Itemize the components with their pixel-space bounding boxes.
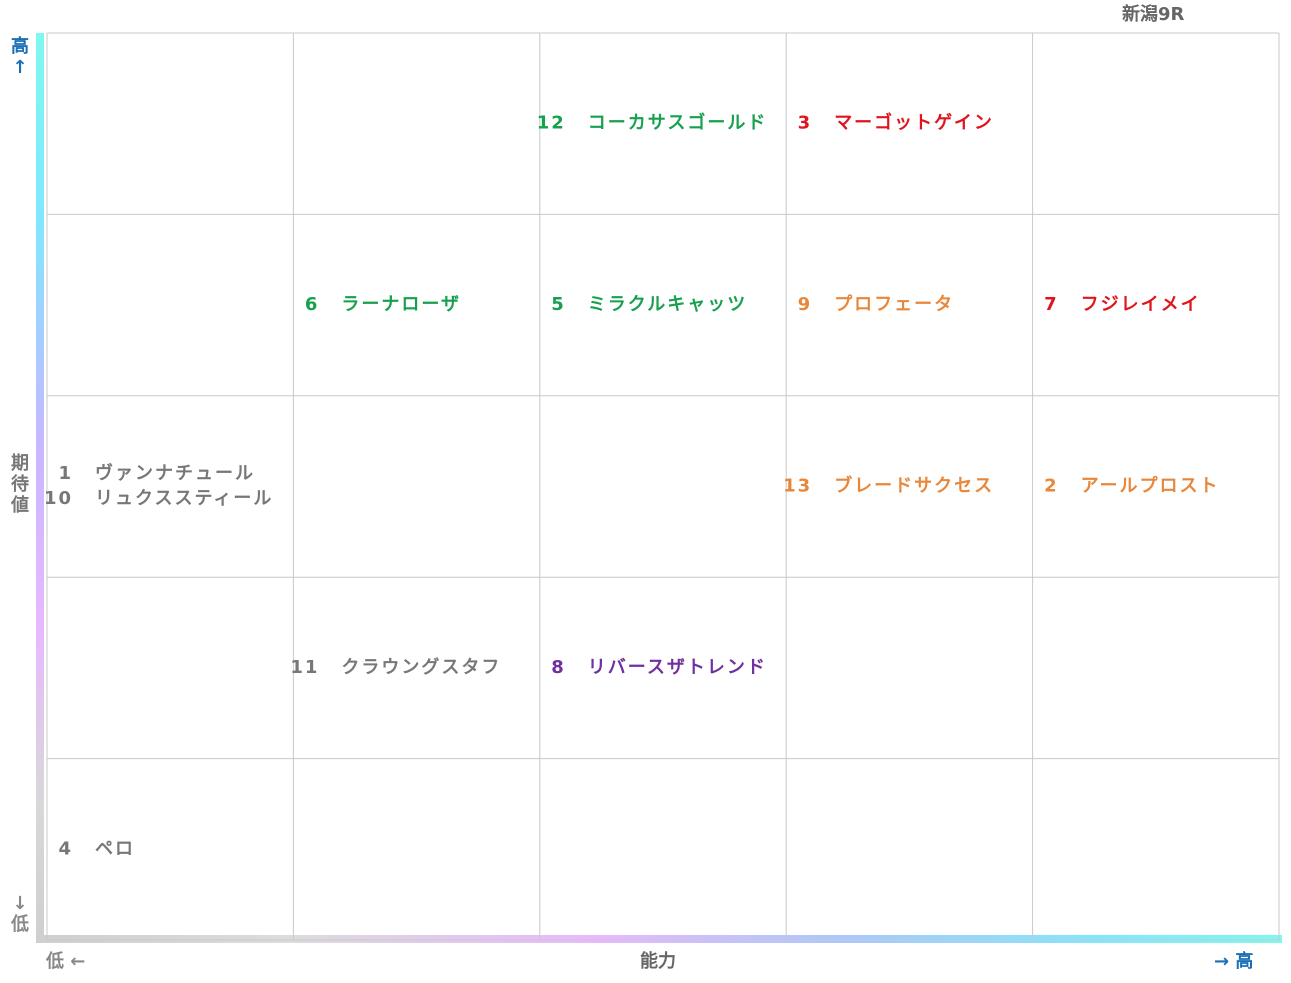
y-high: 高↑ xyxy=(11,36,29,78)
entry-number: 1 xyxy=(58,463,73,484)
entry-name: リバースザトレンド xyxy=(588,657,767,678)
entry-number: 13 xyxy=(783,476,812,497)
y-label: 期待値 xyxy=(11,453,29,516)
entry-number: 8 xyxy=(551,657,566,678)
entry-name: ブレードサクセス xyxy=(834,475,994,497)
entry-name: リュクススティール xyxy=(95,488,273,509)
x-high: → 高 xyxy=(1214,951,1254,972)
entry-number: 5 xyxy=(551,294,566,315)
entry-number: 7 xyxy=(1044,294,1059,315)
entry-name: ミラクルキャッツ xyxy=(588,294,747,315)
entry-name: ラーナローザ xyxy=(341,294,461,315)
y-axis-bar xyxy=(36,33,44,943)
entry-number: 2 xyxy=(1044,476,1059,497)
title: 新潟9R xyxy=(1122,4,1185,25)
entry-name: フジレイメイ xyxy=(1081,294,1201,315)
entry-number: 11 xyxy=(290,657,319,678)
entry-number: 12 xyxy=(537,113,566,134)
entry-number: 9 xyxy=(798,294,813,315)
entry-name: マーゴットゲイン xyxy=(834,112,994,134)
entry-number: 10 xyxy=(44,488,73,509)
entry-name: コーカサスゴールド xyxy=(588,112,768,134)
entry-number: 6 xyxy=(305,294,320,315)
entry-number: 4 xyxy=(58,838,73,859)
entry-number: 3 xyxy=(798,113,813,134)
x-label: 能力 xyxy=(640,951,676,972)
y-low: ↓低 xyxy=(11,893,29,935)
x-axis-bar xyxy=(36,935,1282,943)
x-low: 低 ← xyxy=(46,951,86,972)
entry-name: ヴァンナチュール xyxy=(95,462,255,484)
entry-name: ペロ xyxy=(95,838,135,859)
entry-name: クラウングスタフ xyxy=(341,656,501,678)
entry-name: アールプロスト xyxy=(1081,475,1220,497)
entry-name: プロフェータ xyxy=(834,293,954,315)
